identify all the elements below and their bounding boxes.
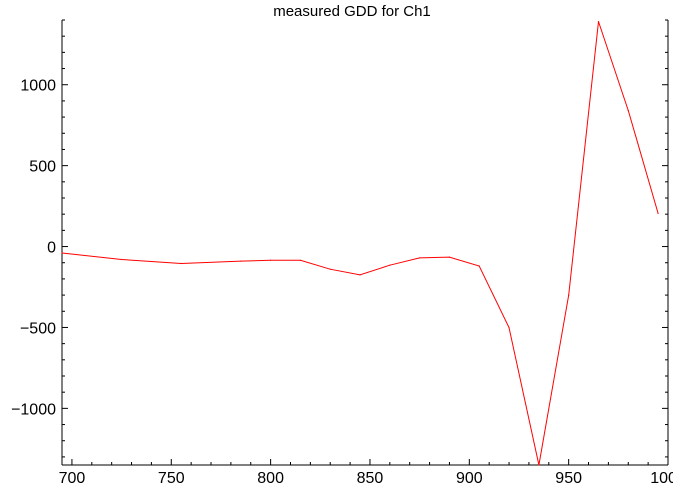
x-tick-label: 750	[158, 470, 185, 487]
series-layer	[61, 21, 659, 466]
y-tick-label: 0	[47, 240, 56, 257]
x-tick-label: 850	[357, 470, 384, 487]
data-point	[657, 212, 659, 214]
data-point	[448, 256, 451, 258]
chart-title: measured GDD for Ch1	[273, 3, 431, 20]
y-tick-label: 1000	[20, 78, 56, 95]
data-point	[359, 274, 361, 276]
series-line	[61, 21, 659, 466]
data-point	[538, 464, 540, 466]
data-point	[180, 262, 182, 265]
data-point	[568, 294, 570, 296]
x-tick-label: 800	[257, 470, 284, 487]
data-point	[627, 110, 629, 112]
data-point	[270, 259, 272, 261]
y-tick-label: 500	[29, 159, 56, 176]
data-point	[299, 259, 302, 261]
y-tick-label: −1000	[11, 401, 56, 418]
x-tick-label: 1000	[650, 470, 673, 487]
y-tick-label: −500	[20, 320, 56, 337]
data-point	[508, 326, 510, 329]
plot-axes: 700 750 800 850 900 950 1000 1000 500 0 −500 −1000	[11, 19, 673, 487]
data-point	[419, 257, 421, 259]
data-point	[240, 260, 242, 262]
data-point	[597, 21, 600, 23]
data-point	[61, 252, 63, 254]
data-point	[121, 258, 123, 261]
data-point	[389, 264, 391, 266]
x-tick-label: 900	[456, 470, 483, 487]
data-point	[329, 268, 331, 270]
x-tick-label: 950	[555, 470, 582, 487]
data-point	[478, 265, 480, 267]
x-tick-label: 700	[59, 470, 86, 487]
